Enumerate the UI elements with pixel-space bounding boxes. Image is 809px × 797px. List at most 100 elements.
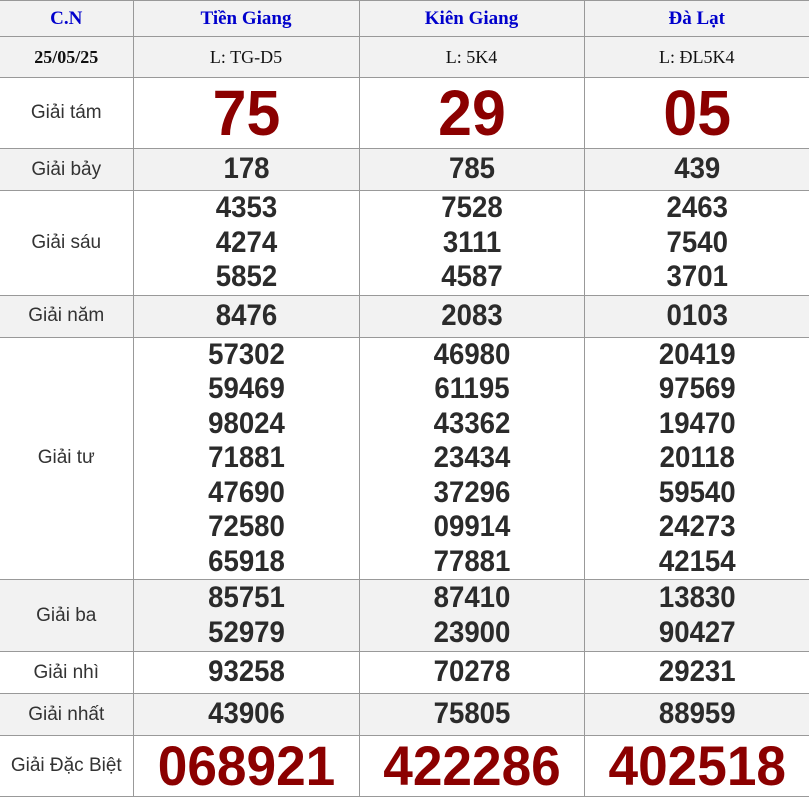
prize-number: 43906: [207, 697, 285, 731]
prize-number: 71881: [207, 441, 285, 474]
prize-number: 46980: [433, 337, 510, 371]
station-link-da-lat[interactable]: Đà Lạt: [668, 7, 725, 29]
prize-cell: 46980 61195 43362 23434 37296 09914 7788…: [358, 336, 585, 580]
draw-code-cell: L: ĐL5K4: [583, 36, 809, 78]
draw-code-cell: L: TG-D5: [132, 36, 360, 78]
prize-number: 61195: [433, 372, 510, 405]
prize-number: 0103: [666, 298, 728, 332]
prize-number: 13830: [658, 581, 736, 614]
prize-label: Giải năm: [28, 305, 105, 326]
prize-number: 3701: [666, 260, 728, 293]
row-giai-ba: Giải ba 85751 52979 87410 23900 13830 90…: [0, 579, 809, 652]
prize-number: 178: [222, 152, 270, 186]
prize-number: 47690: [207, 475, 285, 509]
row-giai-bay: Giải bảy 178 785 439: [0, 148, 809, 191]
prize-number: 59540: [658, 475, 736, 509]
prize-number: 87410: [433, 581, 510, 614]
prize-cell: 05: [583, 77, 809, 149]
prize-number: 88959: [658, 697, 736, 731]
prize-number: 23434: [433, 441, 510, 474]
prize-number: 3111: [442, 225, 501, 259]
prize-number: 85751: [207, 581, 285, 614]
prize-cell: 8476: [132, 294, 360, 338]
prize-number: 93258: [207, 655, 285, 689]
draw-code-cell: L: 5K4: [358, 36, 585, 78]
prize-label: Giải bảy: [31, 158, 102, 180]
header-cell-day: C.N: [0, 0, 134, 37]
prize-number: 75805: [433, 697, 510, 731]
day-link[interactable]: C.N: [50, 7, 83, 29]
draw-date-cell: 25/05/25: [0, 36, 134, 78]
prize-cell: 93258: [132, 651, 360, 694]
prize-number: 59469: [207, 372, 285, 405]
prize-cell: 422286: [358, 735, 585, 797]
prize-number: 8476: [215, 298, 277, 332]
draw-code: L: ĐL5K4: [659, 46, 735, 67]
prize-label-cell: Giải ba: [0, 579, 134, 652]
prize-label-cell: Giải tư: [0, 336, 134, 580]
prize-cell: 4353 4274 5852: [132, 190, 360, 296]
date-row: 25/05/25 L: TG-D5 L: 5K4 L: ĐL5K4: [0, 36, 809, 78]
prize-number: 70278: [433, 655, 510, 689]
prize-number: 57302: [207, 337, 285, 371]
prize-label-cell: Giải năm: [0, 294, 134, 338]
prize-number: 4353: [215, 191, 277, 224]
prize-number: 4587: [440, 260, 503, 293]
prize-number: 97569: [658, 372, 736, 405]
prize-cell: 85751 52979: [132, 579, 360, 652]
prize-number: 5852: [215, 260, 277, 293]
prize-label-cell: Giải nhất: [0, 693, 134, 736]
prize-cell: 43906: [132, 693, 360, 736]
prize-number: 09914: [433, 510, 510, 543]
prize-number: 20118: [659, 441, 735, 474]
prize-number: 77881: [433, 544, 510, 578]
prize-label: Giải tám: [30, 102, 102, 123]
row-giai-nhi: Giải nhì 93258 70278 29231: [0, 651, 809, 694]
row-giai-dac-biet: Giải Đặc Biệt 068921 422286 402518: [0, 734, 809, 797]
station-link-kien-giang[interactable]: Kiên Giang: [424, 7, 519, 29]
prize-label-cell: Giải tám: [0, 77, 134, 149]
header-row: C.N Tiền Giang Kiên Giang Đà Lạt: [0, 0, 809, 37]
prize-number: 23900: [433, 615, 510, 649]
row-giai-tu: Giải tư 57302 59469 98024 71881 47690 72…: [0, 336, 809, 580]
prize-cell: 402518: [583, 734, 809, 797]
prize-cell: 70278: [358, 651, 585, 694]
prize-label: Giải tư: [37, 447, 95, 469]
prize-number: 75: [212, 77, 280, 149]
prize-number: 402518: [607, 734, 786, 797]
row-giai-nhat: Giải nhất 43906 75805 88959: [0, 693, 809, 736]
prize-number: 4274: [215, 225, 277, 259]
prize-label: Giải Đặc Biệt: [10, 755, 122, 776]
prize-number: 29231: [658, 655, 736, 689]
prize-cell: 2083: [358, 294, 585, 338]
draw-code: L: 5K4: [445, 46, 498, 67]
prize-cell: 2463 7540 3701: [583, 190, 809, 296]
prize-cell: 439: [583, 148, 809, 191]
prize-label: Giải sáu: [31, 231, 102, 253]
prize-number: 068921: [157, 734, 335, 797]
prize-cell: 29231: [583, 651, 809, 694]
header-cell-station: Đà Lạt: [583, 0, 809, 37]
prize-label: Giải nhất: [28, 703, 105, 725]
row-giai-tam: Giải tám 75 29 05: [0, 77, 809, 149]
prize-number: 2463: [666, 191, 728, 224]
header-cell-station: Tiền Giang: [132, 0, 360, 37]
prize-label-cell: Giải nhì: [0, 651, 134, 694]
draw-code: L: TG-D5: [209, 46, 283, 67]
prize-number: 7528: [440, 191, 503, 224]
station-link-tien-giang[interactable]: Tiền Giang: [200, 7, 292, 29]
prize-number: 29: [437, 77, 506, 149]
prize-number: 24273: [658, 510, 736, 543]
prize-number: 37296: [433, 475, 510, 509]
prize-number: 72580: [207, 510, 285, 543]
prize-cell: 87410 23900: [358, 579, 585, 652]
prize-cell: 75: [132, 77, 360, 149]
prize-number: 52979: [207, 615, 285, 649]
prize-label-cell: Giải Đặc Biệt: [0, 735, 134, 797]
prize-cell: 20419 97569 19470 20118 59540 24273 4215…: [583, 336, 809, 580]
prize-number: 05: [662, 77, 731, 149]
prize-cell: 29: [358, 77, 585, 149]
prize-number: 7540: [666, 225, 728, 259]
prize-cell: 7528 3111 4587: [358, 190, 585, 296]
